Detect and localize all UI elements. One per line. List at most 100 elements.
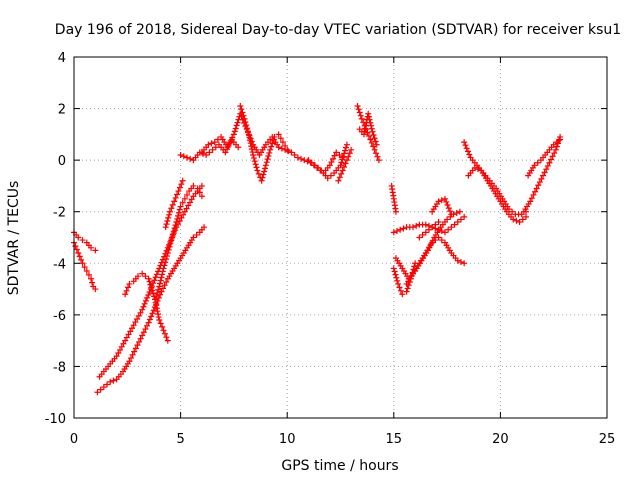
data-point-arc-c bbox=[107, 378, 114, 385]
data-point-arc-c bbox=[136, 338, 143, 345]
data-point-arc-l bbox=[339, 167, 346, 174]
data-point-arc-i bbox=[294, 154, 301, 161]
data-point-arc-d bbox=[130, 322, 137, 329]
data-point-arc-d bbox=[153, 271, 160, 278]
data-point-arc-i bbox=[231, 128, 238, 135]
data-point-arc-u bbox=[448, 211, 455, 218]
data-point-arc-s bbox=[438, 237, 445, 244]
data-point-arc-d bbox=[144, 294, 151, 301]
data-point-arc-e bbox=[155, 314, 162, 321]
data-point-arc-u bbox=[443, 198, 450, 205]
data-point-arc-d bbox=[117, 346, 124, 353]
data-point-arc-d bbox=[125, 331, 132, 338]
data-point-arc-c bbox=[132, 345, 139, 352]
data-point-arc-e bbox=[126, 280, 133, 287]
data-point-arc-f bbox=[163, 253, 170, 260]
data-point-arc-e bbox=[161, 330, 168, 337]
data-point-arc-f bbox=[169, 231, 176, 238]
data-point-arc-u bbox=[447, 208, 454, 215]
data-point-arc-i bbox=[336, 151, 343, 158]
data-point-arc-f bbox=[161, 262, 168, 269]
data-point-arc-u bbox=[438, 197, 445, 204]
data-point-arc-j bbox=[247, 137, 254, 144]
data-point-arc-c bbox=[94, 389, 101, 396]
data-point-arc-c bbox=[128, 355, 135, 362]
data-point-arc-i bbox=[328, 159, 335, 166]
data-point-arc-j bbox=[259, 174, 266, 181]
data-point-arc-x bbox=[532, 188, 539, 195]
y-tick-label: 2 bbox=[58, 103, 66, 118]
data-point-arc-k bbox=[338, 159, 345, 166]
data-point-arc-h bbox=[180, 153, 187, 160]
data-point-arc-p bbox=[451, 221, 458, 228]
data-point-arc-r bbox=[453, 210, 460, 217]
data-point-arc-f bbox=[165, 246, 172, 253]
data-point-arc-g bbox=[166, 211, 173, 218]
data-point-arc-x bbox=[530, 191, 537, 198]
data-point-arc-d bbox=[178, 214, 185, 221]
data-point-arc-e bbox=[122, 291, 129, 298]
data-point-arc-t bbox=[435, 219, 442, 226]
data-point-arc-p bbox=[393, 228, 400, 235]
data-point-arc-i bbox=[229, 134, 236, 141]
data-point-arc-f bbox=[159, 271, 166, 278]
data-point-arc-i bbox=[285, 148, 292, 155]
data-point-arc-t bbox=[419, 231, 426, 238]
data-point-arc-m bbox=[375, 157, 382, 164]
data-point-arc-v bbox=[462, 142, 469, 149]
data-point-arc-a bbox=[79, 237, 86, 244]
data-point-arc-p bbox=[438, 228, 445, 235]
data-point-arc-v bbox=[461, 139, 468, 146]
data-point-arc-g bbox=[166, 208, 173, 215]
data-point-arc-d bbox=[135, 312, 142, 319]
data-point-arc-k bbox=[343, 141, 350, 148]
data-point-arc-d bbox=[115, 350, 122, 357]
data-point-arc-j bbox=[239, 109, 246, 116]
data-point-arc-k bbox=[337, 162, 344, 169]
data-point-arc-c bbox=[144, 322, 151, 329]
data-point-arc-i bbox=[278, 145, 285, 152]
data-point-arc-f bbox=[181, 195, 188, 202]
data-point-arc-f bbox=[169, 234, 176, 241]
x-tick-label: 0 bbox=[70, 432, 78, 447]
y-tick-label: 0 bbox=[58, 154, 66, 169]
data-point-arc-c bbox=[104, 381, 111, 388]
data-point-arc-m bbox=[373, 150, 380, 157]
data-point-arc-p bbox=[441, 229, 448, 236]
data-point-arc-b bbox=[88, 275, 95, 282]
data-point-arc-p bbox=[445, 226, 452, 233]
data-point-arc-g bbox=[172, 194, 179, 201]
data-point-arc-b bbox=[78, 256, 85, 263]
data-point-arc-m bbox=[364, 129, 371, 136]
data-point-arc-i bbox=[224, 144, 231, 151]
data-point-arc-n bbox=[362, 125, 369, 132]
grid-lines bbox=[74, 57, 607, 418]
data-point-arc-b bbox=[76, 253, 83, 260]
data-point-arc-i bbox=[288, 149, 295, 156]
data-point-arc-j bbox=[255, 170, 262, 177]
data-point-arc-t bbox=[432, 221, 439, 228]
data-point-arc-d bbox=[151, 277, 158, 284]
y-tick-label: -2 bbox=[53, 206, 66, 221]
data-point-arc-d bbox=[132, 319, 139, 326]
data-point-arc-q bbox=[403, 288, 410, 295]
data-point-arc-x bbox=[541, 169, 548, 176]
data-point-arc-e bbox=[154, 308, 161, 315]
data-point-arc-f bbox=[175, 212, 182, 219]
data-point-arc-d bbox=[139, 306, 146, 313]
data-point-arc-j bbox=[250, 151, 257, 158]
data-point-arc-l bbox=[348, 146, 355, 153]
data-point-arc-j bbox=[240, 112, 247, 119]
data-point-arc-e bbox=[148, 284, 155, 291]
data-point-arc-n bbox=[368, 122, 375, 129]
data-point-arc-a bbox=[75, 234, 82, 241]
data-point-arc-b bbox=[83, 268, 90, 275]
data-point-arc-j bbox=[260, 171, 267, 178]
data-point-arc-h bbox=[199, 150, 206, 157]
data-point-arc-j bbox=[246, 134, 253, 141]
data-point-arc-i bbox=[227, 137, 234, 144]
data-point-arc-s bbox=[432, 237, 439, 244]
data-point-arc-i bbox=[234, 119, 241, 126]
data-point-arc-k bbox=[341, 150, 348, 157]
data-point-arc-a bbox=[88, 244, 95, 251]
